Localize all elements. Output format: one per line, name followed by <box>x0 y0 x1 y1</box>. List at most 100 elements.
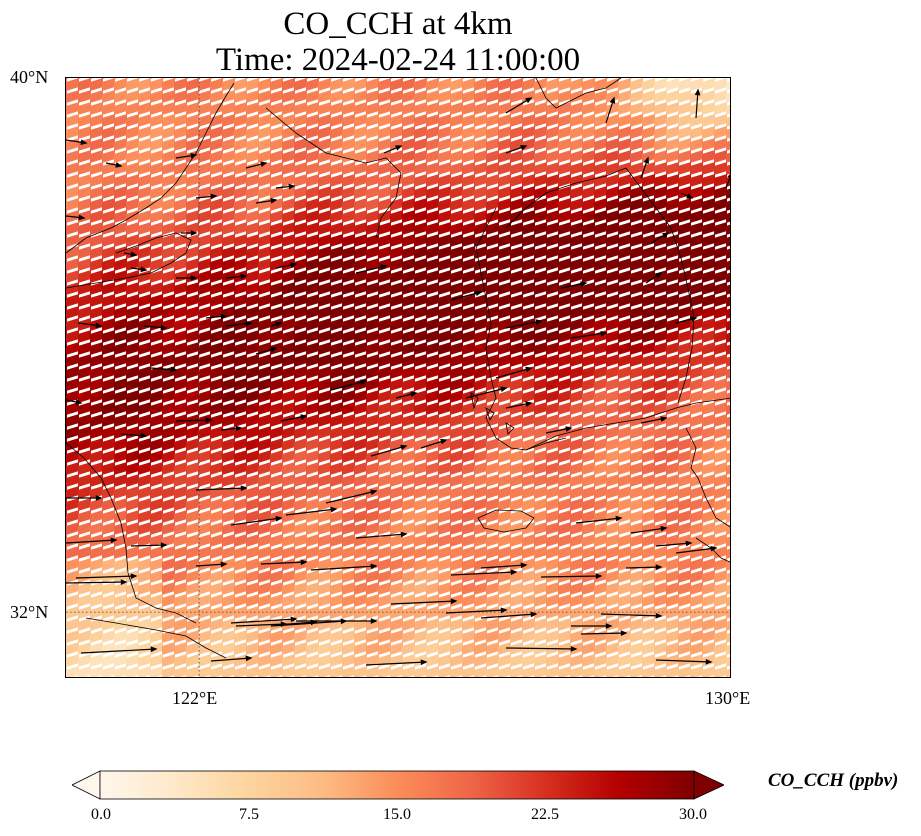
coastlines <box>66 78 730 659</box>
coastline-korea-east <box>625 167 695 404</box>
wind-arrow-head <box>270 346 278 353</box>
wind-arrow <box>285 508 337 516</box>
wind-arrow-head <box>75 399 83 405</box>
wind-arrow <box>310 565 377 571</box>
wind-arrow <box>495 367 532 379</box>
wind-arrow-head <box>290 616 298 623</box>
wind-arrow-head <box>580 281 588 287</box>
wind-arrow-head <box>115 162 123 168</box>
wind-arrow-head <box>288 183 296 190</box>
coastline-jeju <box>477 509 535 533</box>
wind-arrow <box>260 561 307 565</box>
wind-arrow-head <box>205 417 213 423</box>
wind-arrow-head <box>565 426 573 432</box>
wind-arrow <box>195 487 247 491</box>
wind-arrow-head <box>95 322 103 329</box>
wind-arrow-head <box>530 611 538 618</box>
wind-arrow-head <box>245 655 253 662</box>
wind-arrow <box>210 657 252 662</box>
wind-arrow <box>270 620 347 627</box>
colorbar-extend-min <box>72 770 101 800</box>
wind-arrow-head <box>235 425 243 432</box>
map-canvas <box>66 78 730 677</box>
wind-arrow-head <box>220 561 228 568</box>
wind-arrow-head <box>300 414 308 420</box>
wind-arrow <box>325 490 377 504</box>
wind-arrow-head <box>380 264 388 270</box>
wind-arrow <box>66 581 127 584</box>
wind-arrow <box>465 387 507 399</box>
wind-arrow <box>130 544 167 547</box>
wind-arrow-head <box>440 438 448 445</box>
wind-arrow-head <box>370 563 378 570</box>
wind-arrow <box>600 613 662 617</box>
wind-arrow-head <box>110 537 118 544</box>
wind-arrow-head <box>510 569 518 576</box>
wind-arrow-head <box>620 630 628 636</box>
coastline-china <box>66 82 235 254</box>
wind-arrow <box>505 647 577 650</box>
wind-arrow-head <box>660 525 668 532</box>
wind-arrow-head <box>240 485 248 492</box>
wind-arrow-head <box>600 330 608 337</box>
wind-arrow <box>570 332 607 339</box>
wind-arrow-head <box>690 316 698 323</box>
wind-arrow-head <box>130 251 138 257</box>
lon-label-130e: 130°E <box>705 688 751 708</box>
wind-arrow-head <box>140 266 148 273</box>
colorbar-gradient <box>99 770 695 800</box>
wind-arrow-head <box>655 272 663 279</box>
wind-arrow-head <box>275 321 283 328</box>
wind-arrow <box>655 542 692 547</box>
wind-arrow-head <box>270 197 278 204</box>
wind-arrow <box>75 575 137 579</box>
concentration-field <box>66 78 730 677</box>
wind-arrow-head <box>595 573 603 579</box>
wind-arrow-head <box>340 618 348 625</box>
wind-arrow-head <box>662 232 670 239</box>
coastline-jiangsu <box>66 442 197 624</box>
wind-arrow-head <box>655 612 663 619</box>
lat-label-40n: 40°N <box>10 67 49 87</box>
map-title: CO_CCH at 4km <box>283 6 513 42</box>
colorbar-extend-max <box>693 770 724 800</box>
wind-arrow-head <box>643 156 649 164</box>
wind-arrow <box>675 547 717 554</box>
wind-arrow-head <box>330 506 338 513</box>
wind-arrow-head <box>400 444 408 451</box>
wind-arrow <box>275 621 317 626</box>
wind-arrow-head <box>190 152 198 159</box>
wind-arrow <box>505 320 542 329</box>
wind-arrow-head <box>660 416 668 422</box>
wind-arrow-head <box>370 489 378 495</box>
wind-arrow-head <box>605 623 613 629</box>
coastline-shandong <box>66 232 192 289</box>
lat-label-32n: 32°N <box>10 602 49 622</box>
wind-arrow-head <box>260 161 268 168</box>
wind-arrow-head <box>685 540 693 547</box>
wind-arrow-head <box>705 658 713 665</box>
wind-arrow-head <box>395 145 403 151</box>
gridlines <box>66 78 730 677</box>
wind-arrow-head <box>120 579 128 585</box>
wind-arrow-head <box>140 432 148 439</box>
wind-arrow <box>725 176 730 189</box>
wind-arrow-head <box>450 598 458 605</box>
wind-arrow-head <box>420 659 428 666</box>
wind-arrow-head <box>615 515 623 522</box>
colorbar-tick-0: 0.0 <box>91 806 111 823</box>
coastline-shanghai <box>85 617 227 659</box>
wind-arrow-head <box>694 88 701 96</box>
wind-arrow <box>175 419 212 422</box>
wind-arrow-head <box>525 401 533 407</box>
wind-arrow-head <box>245 320 253 327</box>
coastline-korea-west <box>475 207 567 451</box>
wind-arrow <box>630 527 667 534</box>
wind-arrow <box>540 575 602 578</box>
wind-arrow-head <box>240 273 248 280</box>
wind-arrow-head <box>727 174 730 178</box>
wind-arrow-head <box>686 193 694 199</box>
wind-arrow <box>480 613 537 619</box>
map-panel[interactable] <box>65 77 731 678</box>
wind-arrow-head <box>78 214 86 221</box>
